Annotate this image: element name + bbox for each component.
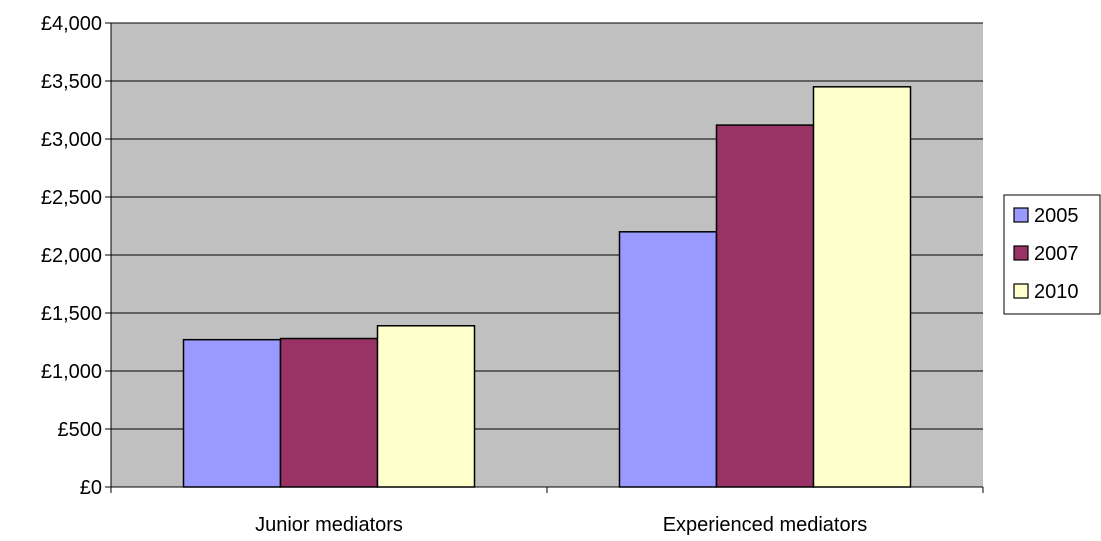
bar-2010-0 <box>376 325 476 488</box>
legend-swatch-2005 <box>1013 207 1029 223</box>
legend-swatch-2007 <box>1013 245 1029 261</box>
x-category-label: Experienced mediators <box>663 514 868 536</box>
bar-2005-1 <box>618 231 718 488</box>
x-axis-labels: Junior mediators Experienced mediators <box>110 487 984 536</box>
legend-label-2007: 2007 <box>1034 243 1079 265</box>
y-tick-label: £1,000 <box>41 361 102 383</box>
bar-2005-0 <box>182 338 282 488</box>
y-tick-label: £2,500 <box>41 187 102 209</box>
bar-2010-1 <box>812 86 912 488</box>
y-tick-label: £500 <box>58 419 103 441</box>
bars <box>182 86 912 488</box>
y-tick-label: £4,000 <box>41 13 102 35</box>
x-category-label: Junior mediators <box>255 514 403 536</box>
legend-label-2010: 2010 <box>1034 281 1079 303</box>
legend-label-2005: 2005 <box>1034 205 1079 227</box>
bar-2007-1 <box>715 124 815 488</box>
y-tick-label: £0 <box>80 477 102 499</box>
legend: 2005 2007 2010 <box>1003 194 1101 315</box>
bar-2007-0 <box>279 337 379 488</box>
y-tick-label: £2,000 <box>41 245 102 267</box>
y-tick-label: £3,000 <box>41 129 102 151</box>
y-axis-ticks: £0 £500 £1,000 £1,500 £2,000 £2,500 £3,000 £3,5… <box>41 13 111 499</box>
legend-swatch-2010 <box>1013 283 1029 299</box>
y-tick-label: £1,500 <box>41 303 102 325</box>
y-tick-label: £3,500 <box>41 71 102 93</box>
